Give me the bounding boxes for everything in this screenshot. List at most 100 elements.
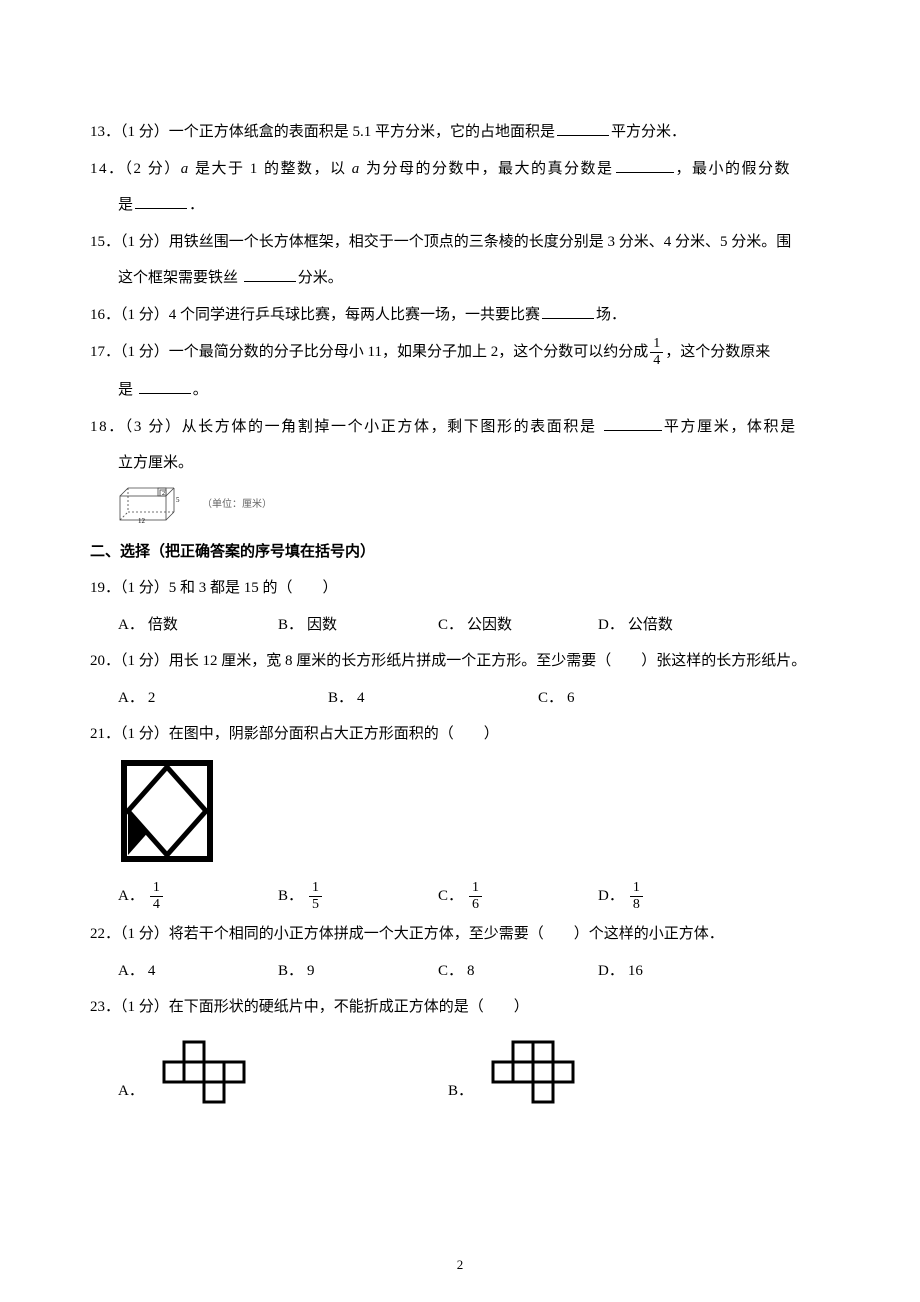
q16-t2: 场． (596, 307, 626, 323)
q16: 16．（1 分）4 个同学进行乒乓球比赛，每两人比赛一场，一共要比赛 场． (90, 301, 830, 330)
q14-l2b: ． (189, 197, 204, 213)
q19-optD: D．公倍数 (598, 611, 758, 640)
q17-t1: 一个最简分数的分子比分母小 11，如果分子加上 2，这个分数可以约分成 (169, 344, 648, 360)
q20-B: 4 (357, 690, 365, 706)
optA-label: A． (118, 888, 144, 904)
q19-C: 公因数 (467, 617, 512, 633)
q15-line2: 这个框架需要铁丝 分米。 (90, 264, 830, 293)
q18-label: 18．（3 分） (90, 419, 182, 435)
q23-label: 23．（1 分） (90, 999, 169, 1015)
q13: 13．（1 分）一个正方体纸盒的表面积是 5.1 平方分米，它的占地面积是 平方分… (90, 118, 830, 147)
optA-label: A． (118, 617, 144, 633)
q22-options: A．4 B．9 C．8 D．16 (90, 957, 830, 986)
optA-label: A． (118, 1077, 144, 1106)
q15-l2a: 这个框架需要铁丝 (118, 270, 242, 286)
q13-label: 13．（1 分） (90, 124, 169, 140)
square-diamond-icon (118, 757, 216, 865)
q21-C-frac: 16 (469, 881, 482, 912)
q18: 18．（3 分）从长方体的一角割掉一个小正方体，剩下图形的表面积是 平方厘米，体… (90, 413, 830, 442)
optD-label: D． (598, 617, 624, 633)
q21-optD: D． 18 (598, 881, 758, 912)
q17-l2a: 是 (118, 382, 137, 398)
q18-t2: 平方厘米，体积是 (664, 419, 797, 435)
optA-label: A． (118, 690, 144, 706)
q18-caption: （单位：厘米） (202, 495, 272, 514)
q22-B: 9 (307, 963, 315, 979)
q15-label: 15．（1 分） (90, 234, 169, 250)
q22: 22．（1 分）将若干个相同的小正方体拼成一个大正方体，至少需要（ ）个这样的小… (90, 920, 830, 949)
optD-label: D． (598, 963, 624, 979)
fig-d5: 5 (176, 496, 180, 504)
q17-l2b: 。 (193, 382, 208, 398)
q14-t2: ，最小的假分数 (676, 161, 792, 177)
q15-l2b: 分米。 (298, 270, 343, 286)
fig-d12: 12 (138, 517, 146, 524)
optD-label: D． (598, 888, 624, 904)
q23-optB: B． (448, 1040, 593, 1106)
q21-C-num: 1 (469, 881, 482, 897)
optC-label: C． (438, 963, 463, 979)
cube-net-a-icon (154, 1040, 264, 1106)
q21-optA: A． 14 (118, 881, 278, 912)
q13-t1: 一个正方体纸盒的表面积是 5.1 平方分米，它的占地面积是 (169, 124, 555, 140)
q17-frac-num: 1 (650, 337, 663, 353)
q16-t1: 4 个同学进行乒乓球比赛，每两人比赛一场，一共要比赛 (169, 307, 540, 323)
q22-A: 4 (148, 963, 156, 979)
q14-t1b: 是大于 1 的整数，以 (190, 161, 352, 177)
q21: 21．（1 分）在图中，阴影部分面积占大正方形面积的（ ） (90, 720, 830, 749)
q14-blank1 (616, 157, 674, 173)
cuboid-icon: 2 5 12 (118, 486, 196, 524)
q21-B-frac: 15 (309, 881, 322, 912)
q19-optC: C．公因数 (438, 611, 598, 640)
q18-t1: 从长方体的一角割掉一个小正方体，剩下图形的表面积是 (182, 419, 602, 435)
q14-l2a: 是 (118, 197, 133, 213)
cube-net-b-icon (483, 1040, 593, 1106)
q16-blank (542, 303, 594, 319)
q16-label: 16．（1 分） (90, 307, 169, 323)
q17-frac-den: 4 (650, 353, 663, 368)
optB-label: B． (278, 888, 303, 904)
page-number: 2 (0, 1253, 920, 1278)
q23-optA: A． (118, 1040, 448, 1106)
q14-label: 14．（2 分） (90, 161, 181, 177)
q20-optA: A．2 (118, 684, 328, 713)
optB-label: B． (278, 963, 303, 979)
section-2-heading: 二、选择（把正确答案的序号填在括号内） (90, 538, 830, 567)
q18-blank1 (604, 415, 662, 431)
q23-stem: 在下面形状的硬纸片中，不能折成正方体的是（ ） (169, 999, 529, 1015)
q19-optA: A．倍数 (118, 611, 278, 640)
q19-optB: B．因数 (278, 611, 438, 640)
q17: 17．（1 分）一个最简分数的分子比分母小 11，如果分子加上 2，这个分数可以… (90, 337, 830, 368)
q21-optC: C．16 (438, 881, 598, 912)
optA-label: A． (118, 963, 144, 979)
exam-page: 13．（1 分）一个正方体纸盒的表面积是 5.1 平方分米，它的占地面积是 平方分… (0, 0, 920, 1302)
q21-A-den: 4 (150, 897, 163, 912)
q20-A: 2 (148, 690, 156, 706)
q21-label: 21．（1 分） (90, 726, 169, 742)
q20-options: A．2 B．4 C．6 (90, 684, 830, 713)
q22-optD: D．16 (598, 957, 758, 986)
q13-blank (557, 120, 609, 136)
q20-label: 20．（1 分） (90, 653, 169, 669)
q21-optB: B． 15 (278, 881, 438, 912)
q23-options: A． B． (90, 1040, 830, 1106)
q21-C-den: 6 (469, 897, 482, 912)
q17-line2: 是 。 (90, 376, 830, 405)
q21-A-num: 1 (150, 881, 163, 897)
q22-stem: 将若干个相同的小正方体拼成一个大正方体，至少需要（ ）个这样的小正方体． (169, 926, 724, 942)
q22-D: 16 (628, 963, 643, 979)
q14: 14．（2 分）a 是大于 1 的整数，以 a 为分母的分数中，最大的真分数是，… (90, 155, 830, 184)
q17-label: 17．（1 分） (90, 344, 169, 360)
q20: 20．（1 分）用长 12 厘米，宽 8 厘米的长方形纸片拼成一个正方形。至少需… (90, 647, 830, 676)
q14-a1: a (181, 161, 190, 177)
q13-t2: 平方分米． (611, 124, 686, 140)
q23: 23．（1 分）在下面形状的硬纸片中，不能折成正方体的是（ ） (90, 993, 830, 1022)
q19-B: 因数 (307, 617, 337, 633)
q15-t1: 用铁丝围一个长方体框架，相交于一个顶点的三条棱的长度分别是 3 分米、4 分米、… (169, 234, 792, 250)
q14-a2: a (352, 161, 361, 177)
q20-optB: B．4 (328, 684, 538, 713)
q22-optB: B．9 (278, 957, 438, 986)
q21-D-frac: 18 (630, 881, 643, 912)
q17-frac: 14 (650, 337, 663, 368)
optC-label: C． (438, 617, 463, 633)
